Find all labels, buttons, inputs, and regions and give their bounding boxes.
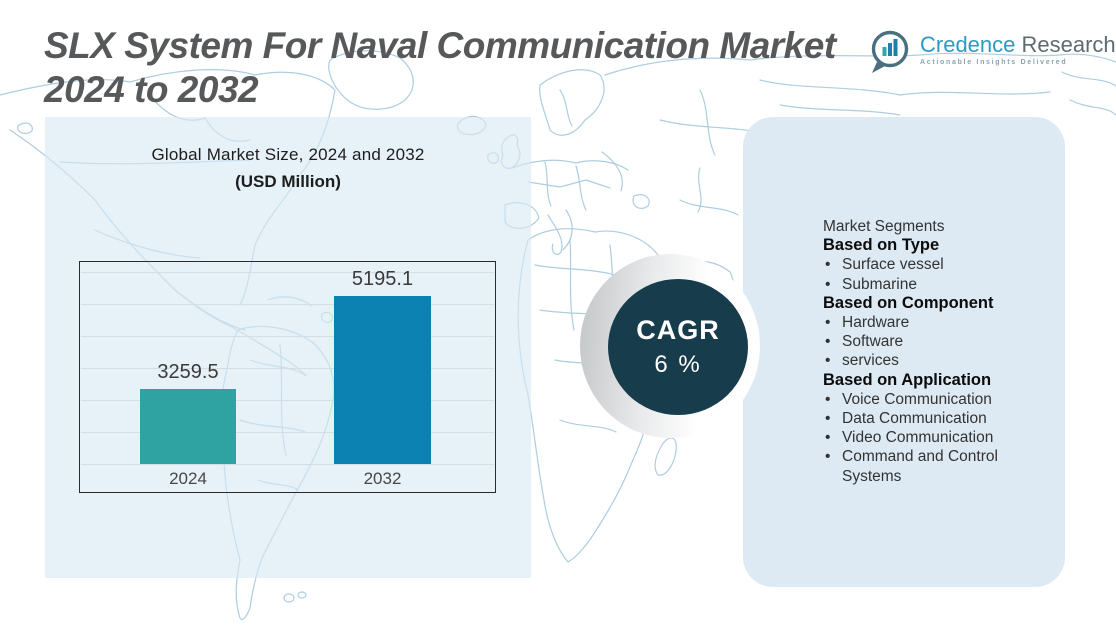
segments-title: Market Segments <box>823 218 945 235</box>
segment-list-component: Hardware Software services <box>823 313 1047 371</box>
segment-item: Hardware <box>823 313 1047 332</box>
bar-2032: 5195.1 <box>334 268 431 464</box>
logo-name-secondary: Research <box>1021 32 1116 57</box>
bar-2024-rect <box>140 389 236 464</box>
segment-list-application: Voice Communication Data Communication V… <box>823 390 1047 486</box>
cagr-badge: CAGR 6 % <box>608 279 748 415</box>
segment-item: Voice Communication <box>823 390 1047 409</box>
market-size-panel: Global Market Size, 2024 and 2032 (USD M… <box>45 117 531 578</box>
logo-text: Credence Research Actionable Insights De… <box>920 28 1116 67</box>
bar-chart: 3259.5 5195.1 2024 2032 <box>79 261 496 493</box>
chart-title: Global Market Size, 2024 and 2032 (USD M… <box>45 145 531 192</box>
bar-2032-value: 5195.1 <box>351 268 414 290</box>
logo-name: Credence Research <box>920 34 1116 56</box>
bar-2024: 3259.5 <box>140 361 236 464</box>
chart-title-line2: (USD Million) <box>235 172 341 191</box>
market-segments-panel: Market Segments Based on Type Surface ve… <box>743 117 1065 587</box>
segment-list-type: Surface vessel Submarine <box>823 255 1047 294</box>
segment-group-header-type: Based on Type <box>823 236 940 255</box>
segment-group-header-component: Based on Component <box>823 293 994 312</box>
segment-item: Software <box>823 332 1047 351</box>
credence-research-logo: Credence Research Actionable Insights De… <box>868 28 1116 76</box>
cagr-value: 6 % <box>654 351 702 378</box>
logo-tagline: Actionable Insights Delivered <box>920 59 1068 66</box>
segment-item: Data Communication <box>823 409 1047 428</box>
chart-title-line1: Global Market Size, 2024 and 2032 <box>151 145 425 164</box>
logo-name-primary: Credence <box>920 32 1016 57</box>
x-axis-label-2024: 2024 <box>169 469 207 488</box>
page-title-line1: SLX System For Naval Communication Marke… <box>44 25 836 66</box>
page-title: SLX System For Naval Communication Marke… <box>44 24 874 113</box>
page-title-line2: 2024 to 2032 <box>44 69 259 111</box>
cagr-label: CAGR <box>636 315 720 345</box>
segment-item: services <box>823 351 1047 370</box>
segment-group-header-application: Based on Application <box>823 370 992 389</box>
bar-2032-rect <box>334 296 431 464</box>
segment-item: Submarine <box>823 275 1047 294</box>
logo-chart-bubble-icon <box>871 30 909 73</box>
segment-item: Surface vessel <box>823 255 1047 274</box>
x-axis-label-2032: 2032 <box>363 469 402 488</box>
segment-item: Command and Control Systems <box>823 447 1047 485</box>
segment-item: Video Communication <box>823 428 1047 447</box>
bar-2024-value: 3259.5 <box>157 361 219 383</box>
